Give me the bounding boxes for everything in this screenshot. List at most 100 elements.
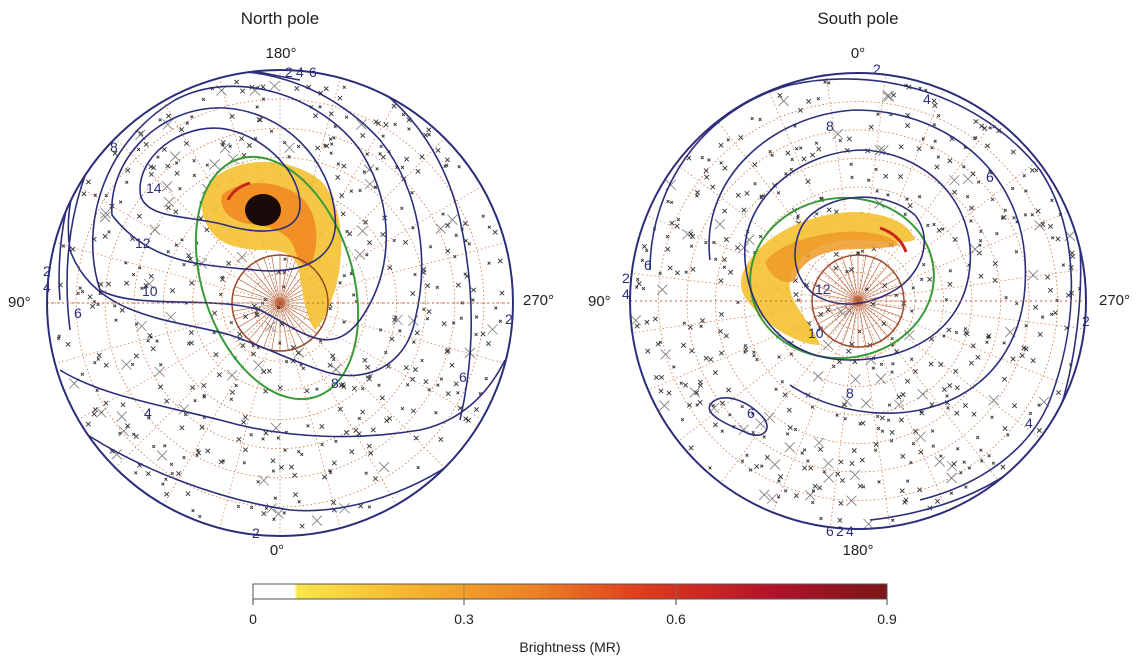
north-scatter-mark <box>361 386 365 391</box>
south-scatter-mark <box>758 117 762 122</box>
north-scatter-mark <box>169 462 174 467</box>
north-scatter-mark <box>356 431 362 437</box>
south-scatter-mark <box>968 360 974 366</box>
south-lon-bottom: 180° <box>842 542 873 559</box>
north-scatter-mark <box>163 196 175 208</box>
north-scatter-mark <box>295 350 301 356</box>
south-scatter-mark <box>875 189 879 193</box>
north-scatter-mark <box>373 119 379 125</box>
south-scatter-mark <box>887 403 892 407</box>
north-scatter-mark <box>379 144 383 149</box>
south-scatter-mark <box>889 439 894 443</box>
north-polar-spoke <box>255 261 281 304</box>
south-scatter-mark <box>751 430 755 435</box>
south-scatter-mark <box>846 136 852 142</box>
south-scatter-mark <box>777 479 781 483</box>
north-scatter-mark <box>329 151 333 155</box>
south-scatter-mark <box>720 429 724 433</box>
north-meridian <box>114 302 281 469</box>
south-scatter-mark <box>667 265 673 271</box>
north-contour-label-4-left: 4 <box>43 279 51 295</box>
north-scatter-mark <box>273 508 284 519</box>
north-scatter-mark <box>226 369 238 381</box>
north-scatter-mark <box>165 163 171 169</box>
south-scatter-mark <box>909 460 913 465</box>
north-scatter-mark <box>463 416 469 422</box>
south-scatter-mark <box>1012 403 1018 409</box>
north-scatter-mark <box>169 151 181 162</box>
south-scatter-mark <box>911 441 916 446</box>
south-scatter-mark <box>992 261 998 267</box>
north-scatter-mark <box>392 314 403 326</box>
south-scatter-mark <box>744 190 750 196</box>
north-scatter-mark <box>242 461 247 465</box>
north-scatter-mark <box>330 364 342 375</box>
south-scatter-mark <box>790 157 794 162</box>
north-scatter-mark <box>419 154 425 160</box>
south-scatter-mark <box>1045 274 1051 280</box>
north-scatter-mark <box>403 239 409 245</box>
north-scatter-mark <box>407 127 411 131</box>
south-scatter-mark <box>904 329 915 341</box>
south-polar-spoke <box>857 300 904 318</box>
north-scatter-mark <box>416 465 420 470</box>
north-polar-spoke <box>279 302 289 351</box>
south-scatter-mark <box>849 461 855 467</box>
north-scatter-mark <box>193 398 197 403</box>
south-scatter-mark <box>917 194 922 199</box>
south-scatter-mark <box>1003 208 1007 213</box>
north-scatter-mark <box>185 491 191 497</box>
north-scatter-mark <box>412 340 416 344</box>
north-scatter-mark <box>405 383 410 387</box>
south-scatter-mark <box>1010 356 1016 362</box>
south-scatter-mark <box>726 138 730 142</box>
south-scatter-mark <box>894 293 899 298</box>
north-scatter-mark <box>335 174 341 180</box>
north-scatter-mark <box>380 232 386 238</box>
south-scatter-mark <box>708 356 714 363</box>
north-scatter-mark <box>261 437 265 441</box>
north-scatter-mark <box>445 391 451 397</box>
north-scatter-mark <box>470 287 477 293</box>
south-scatter-mark <box>970 171 976 177</box>
north-scatter-mark <box>76 291 80 296</box>
north-scatter-mark <box>288 464 295 470</box>
south-polar-spoke <box>849 300 859 349</box>
south-scatter-mark <box>1050 198 1054 203</box>
south-scatter-mark <box>1002 341 1006 345</box>
north-lon-right: 270° <box>523 292 554 309</box>
north-scatter-mark <box>205 163 210 167</box>
south-scatter-mark <box>930 429 935 433</box>
south-scatter-mark <box>689 244 694 248</box>
south-scatter-mark <box>833 265 839 271</box>
north-scatter-mark <box>276 436 281 440</box>
south-scatter-mark <box>860 420 866 426</box>
south-scatter-mark <box>699 324 703 328</box>
north-scatter-mark <box>276 305 281 310</box>
north-scatter-mark <box>282 140 287 145</box>
south-scatter-mark <box>1065 292 1071 298</box>
south-scatter-mark <box>1004 295 1008 300</box>
north-scatter-mark <box>480 331 486 337</box>
south-scatter-mark <box>666 390 672 396</box>
north-meridian <box>163 302 281 505</box>
north-scatter-mark <box>372 476 379 482</box>
north-scatter-mark <box>89 303 96 309</box>
south-scatter-mark <box>1056 390 1062 396</box>
south-boundary <box>629 72 1087 530</box>
south-contour-label-2: 2 <box>873 61 881 77</box>
north-scatter-mark <box>119 307 125 313</box>
south-scatter-mark <box>907 203 913 209</box>
south-scatter-mark <box>947 382 953 389</box>
north-scatter-mark <box>145 471 151 477</box>
south-scatter-mark <box>1015 301 1019 306</box>
south-scatter-mark <box>766 493 778 504</box>
north-scatter-mark <box>360 409 366 415</box>
south-contour-label-12: 12 <box>815 281 831 297</box>
north-scatter-mark <box>236 436 242 442</box>
north-scatter-mark <box>370 427 376 433</box>
north-contour-label-4-top: 4 <box>296 64 304 80</box>
north-scatter-mark <box>170 471 174 476</box>
south-contour-label-6-bottom: 6 <box>826 523 834 539</box>
north-scatter-mark <box>284 142 295 154</box>
